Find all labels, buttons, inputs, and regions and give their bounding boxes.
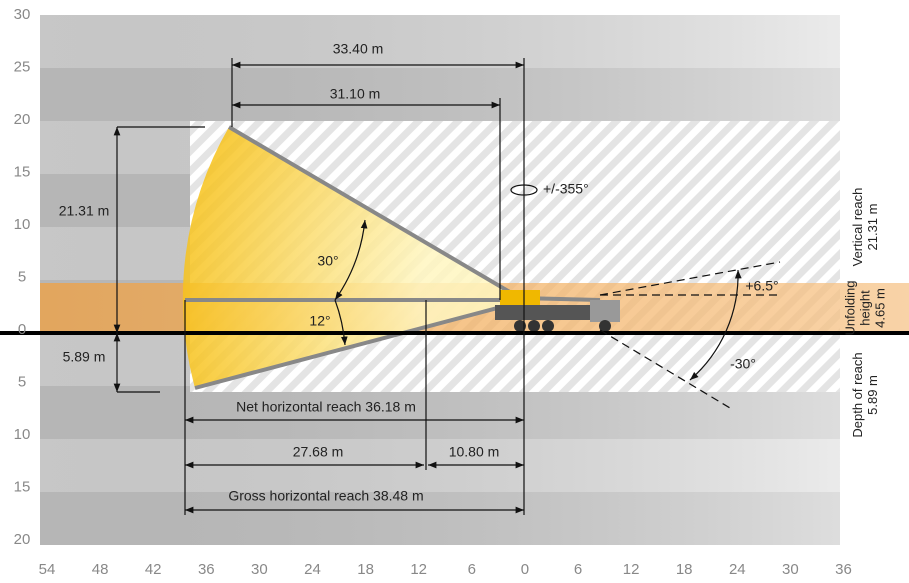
side-label: height — [857, 290, 872, 326]
label: Net horizontal reach 36.18 m — [236, 399, 416, 415]
x-axis-label: 30 — [782, 561, 799, 578]
booms — [185, 125, 601, 390]
x-axis-label: 30 — [251, 561, 268, 578]
x-axis-label: 24 — [304, 561, 321, 578]
x-axis-label: 24 — [729, 561, 746, 578]
side-label: Vertical reach — [850, 188, 865, 267]
side-labels: Vertical reach 21.31 m Unfolding height 4.65… — [842, 188, 887, 438]
y-axis-label: 5 — [18, 268, 26, 285]
label: +6.5° — [745, 278, 778, 294]
y-axis-label: 0 — [18, 321, 26, 338]
label: -30° — [730, 356, 756, 372]
x-axis-label: 48 — [92, 561, 109, 578]
side-label: Unfolding — [842, 281, 857, 336]
y-axis-label: 10 — [14, 216, 31, 233]
y-axis-label: 20 — [14, 111, 31, 128]
side-label: 5.89 m — [865, 375, 880, 415]
label: 27.68 m — [293, 444, 344, 460]
label: 12° — [309, 313, 330, 329]
x-axis-label: 12 — [623, 561, 640, 578]
y-axis-label: 30 — [14, 6, 31, 23]
y-axis-label: 10 — [14, 426, 31, 443]
crane-truck — [495, 290, 620, 332]
y-axis-label: 5 — [18, 373, 26, 390]
y-axis-label: 15 — [14, 478, 31, 495]
dimension-lines — [113, 58, 781, 515]
y-axis-label: 25 — [14, 58, 31, 75]
side-label: Depth of reach — [850, 352, 865, 437]
x-axis-label: 18 — [676, 561, 693, 578]
x-axis-label: 36 — [198, 561, 215, 578]
axis-labels: 30 25 20 15 10 5 0 5 10 15 20 54 48 42 36 30 24 18 12 6 0 6 12… — [14, 6, 852, 578]
x-axis-label: 36 — [835, 561, 852, 578]
x-axis-label: 18 — [357, 561, 374, 578]
label: 31.10 m — [330, 86, 381, 102]
label: 33.40 m — [333, 41, 384, 57]
label: 5.89 m — [63, 349, 106, 365]
label: Gross horizontal reach 38.48 m — [228, 488, 423, 504]
side-label: 21.31 m — [865, 204, 880, 251]
label: 21.31 m — [59, 203, 110, 219]
x-axis-label: 42 — [145, 561, 162, 578]
y-axis-label: 20 — [14, 531, 31, 548]
label: +/-355° — [543, 181, 589, 197]
x-axis-label: 0 — [521, 561, 529, 578]
dimension-labels: 33.40 m 31.10 m +/-355° 21.31 m 5.89 m 3… — [59, 41, 779, 504]
x-axis-label: 6 — [468, 561, 476, 578]
x-axis-label: 12 — [410, 561, 427, 578]
side-label: 4.65 m — [872, 288, 887, 328]
x-axis-label: 54 — [39, 561, 56, 578]
label: 10.80 m — [449, 444, 500, 460]
label: 30° — [317, 253, 338, 269]
y-axis-label: 15 — [14, 163, 31, 180]
x-axis-label: 6 — [574, 561, 582, 578]
